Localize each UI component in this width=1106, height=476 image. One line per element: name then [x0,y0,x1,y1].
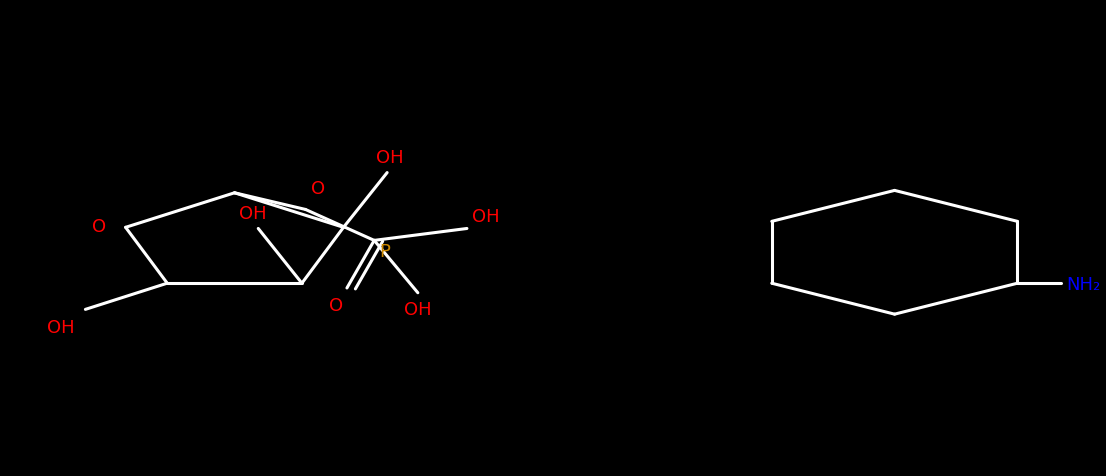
Text: OH: OH [472,208,500,226]
Text: OH: OH [376,149,403,167]
Text: OH: OH [46,319,74,337]
Text: NH₂: NH₂ [1066,276,1100,294]
Text: OH: OH [404,301,431,319]
Text: O: O [92,218,106,236]
Text: OH: OH [239,205,267,223]
Text: O: O [328,297,343,315]
Text: O: O [311,179,325,198]
Text: P: P [379,243,390,261]
